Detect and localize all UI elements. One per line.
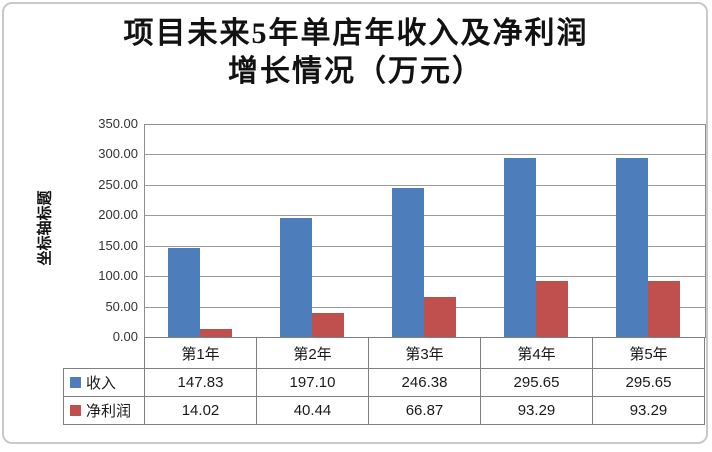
x-category-cell: 第4年: [480, 337, 593, 369]
chart-title-line-1: 项目未来5年单店年收入及净利润: [123, 17, 589, 50]
y-axis-tick-label: 200.00: [98, 207, 138, 223]
bar-net-profit: [536, 281, 568, 338]
value-cell: 14.02: [144, 396, 257, 425]
value-cell: 40.44: [256, 396, 369, 425]
y-axis-tick-label: 0.00: [112, 329, 138, 344]
x-category-cell: 第1年: [144, 337, 257, 369]
legend-item-revenue: 收入: [63, 368, 145, 397]
x-category-cell: 第5年: [592, 337, 705, 369]
bar-revenue: [392, 188, 424, 338]
legend-label: 净利润: [86, 403, 132, 420]
value-cell: 66.87: [368, 396, 481, 425]
data-table: 第1年 第2年 第3年 第4年 第5年 收入 147.83 197.10 246.38 295.6…: [63, 337, 706, 426]
bar-revenue: [168, 248, 200, 338]
value-cell: 93.29: [480, 396, 593, 425]
y-axis-tick-label: 350.00: [98, 116, 138, 131]
value-cell: 147.83: [144, 368, 257, 397]
y-axis-tick-label: 100.00: [98, 268, 138, 284]
bar-net-profit: [648, 281, 680, 338]
value-cell: 93.29: [592, 396, 705, 425]
y-axis-tick-label: 300.00: [98, 146, 138, 162]
bar-revenue: [280, 218, 312, 338]
legend-key-revenue-icon: [70, 377, 81, 388]
bar-revenue: [504, 158, 536, 338]
y-axis-tick-label: 50.00: [105, 298, 138, 314]
value-cell: 197.10: [256, 368, 369, 397]
legend-item-net-profit: 净利润: [63, 396, 145, 425]
chart-title: 项目未来5年单店年收入及净利润 增长情况（万元）: [0, 15, 712, 91]
value-cell: 246.38: [368, 368, 481, 397]
legend-label: 收入: [86, 375, 117, 392]
chart-title-line-2: 增长情况（万元）: [228, 55, 484, 88]
x-category-cell: 第2年: [256, 337, 369, 369]
legend-key-net-profit-icon: [70, 405, 81, 416]
bar-net-profit: [200, 329, 232, 338]
y-axis-tick-label: 150.00: [98, 237, 138, 253]
value-cell: 295.65: [480, 368, 593, 397]
bar-net-profit: [424, 297, 456, 338]
gridline: [145, 154, 705, 156]
y-axis-title: 坐标轴标题: [36, 190, 54, 266]
bar-revenue: [616, 158, 648, 338]
plot-area: [144, 124, 706, 338]
gridline: [145, 215, 705, 217]
gridline: [145, 245, 705, 247]
gridline: [145, 276, 705, 278]
bar-net-profit: [312, 313, 344, 338]
value-cell: 295.65: [592, 368, 705, 397]
gridline: [145, 184, 705, 186]
y-axis-tick-label: 250.00: [98, 176, 138, 192]
x-category-cell: 第3年: [368, 337, 481, 369]
